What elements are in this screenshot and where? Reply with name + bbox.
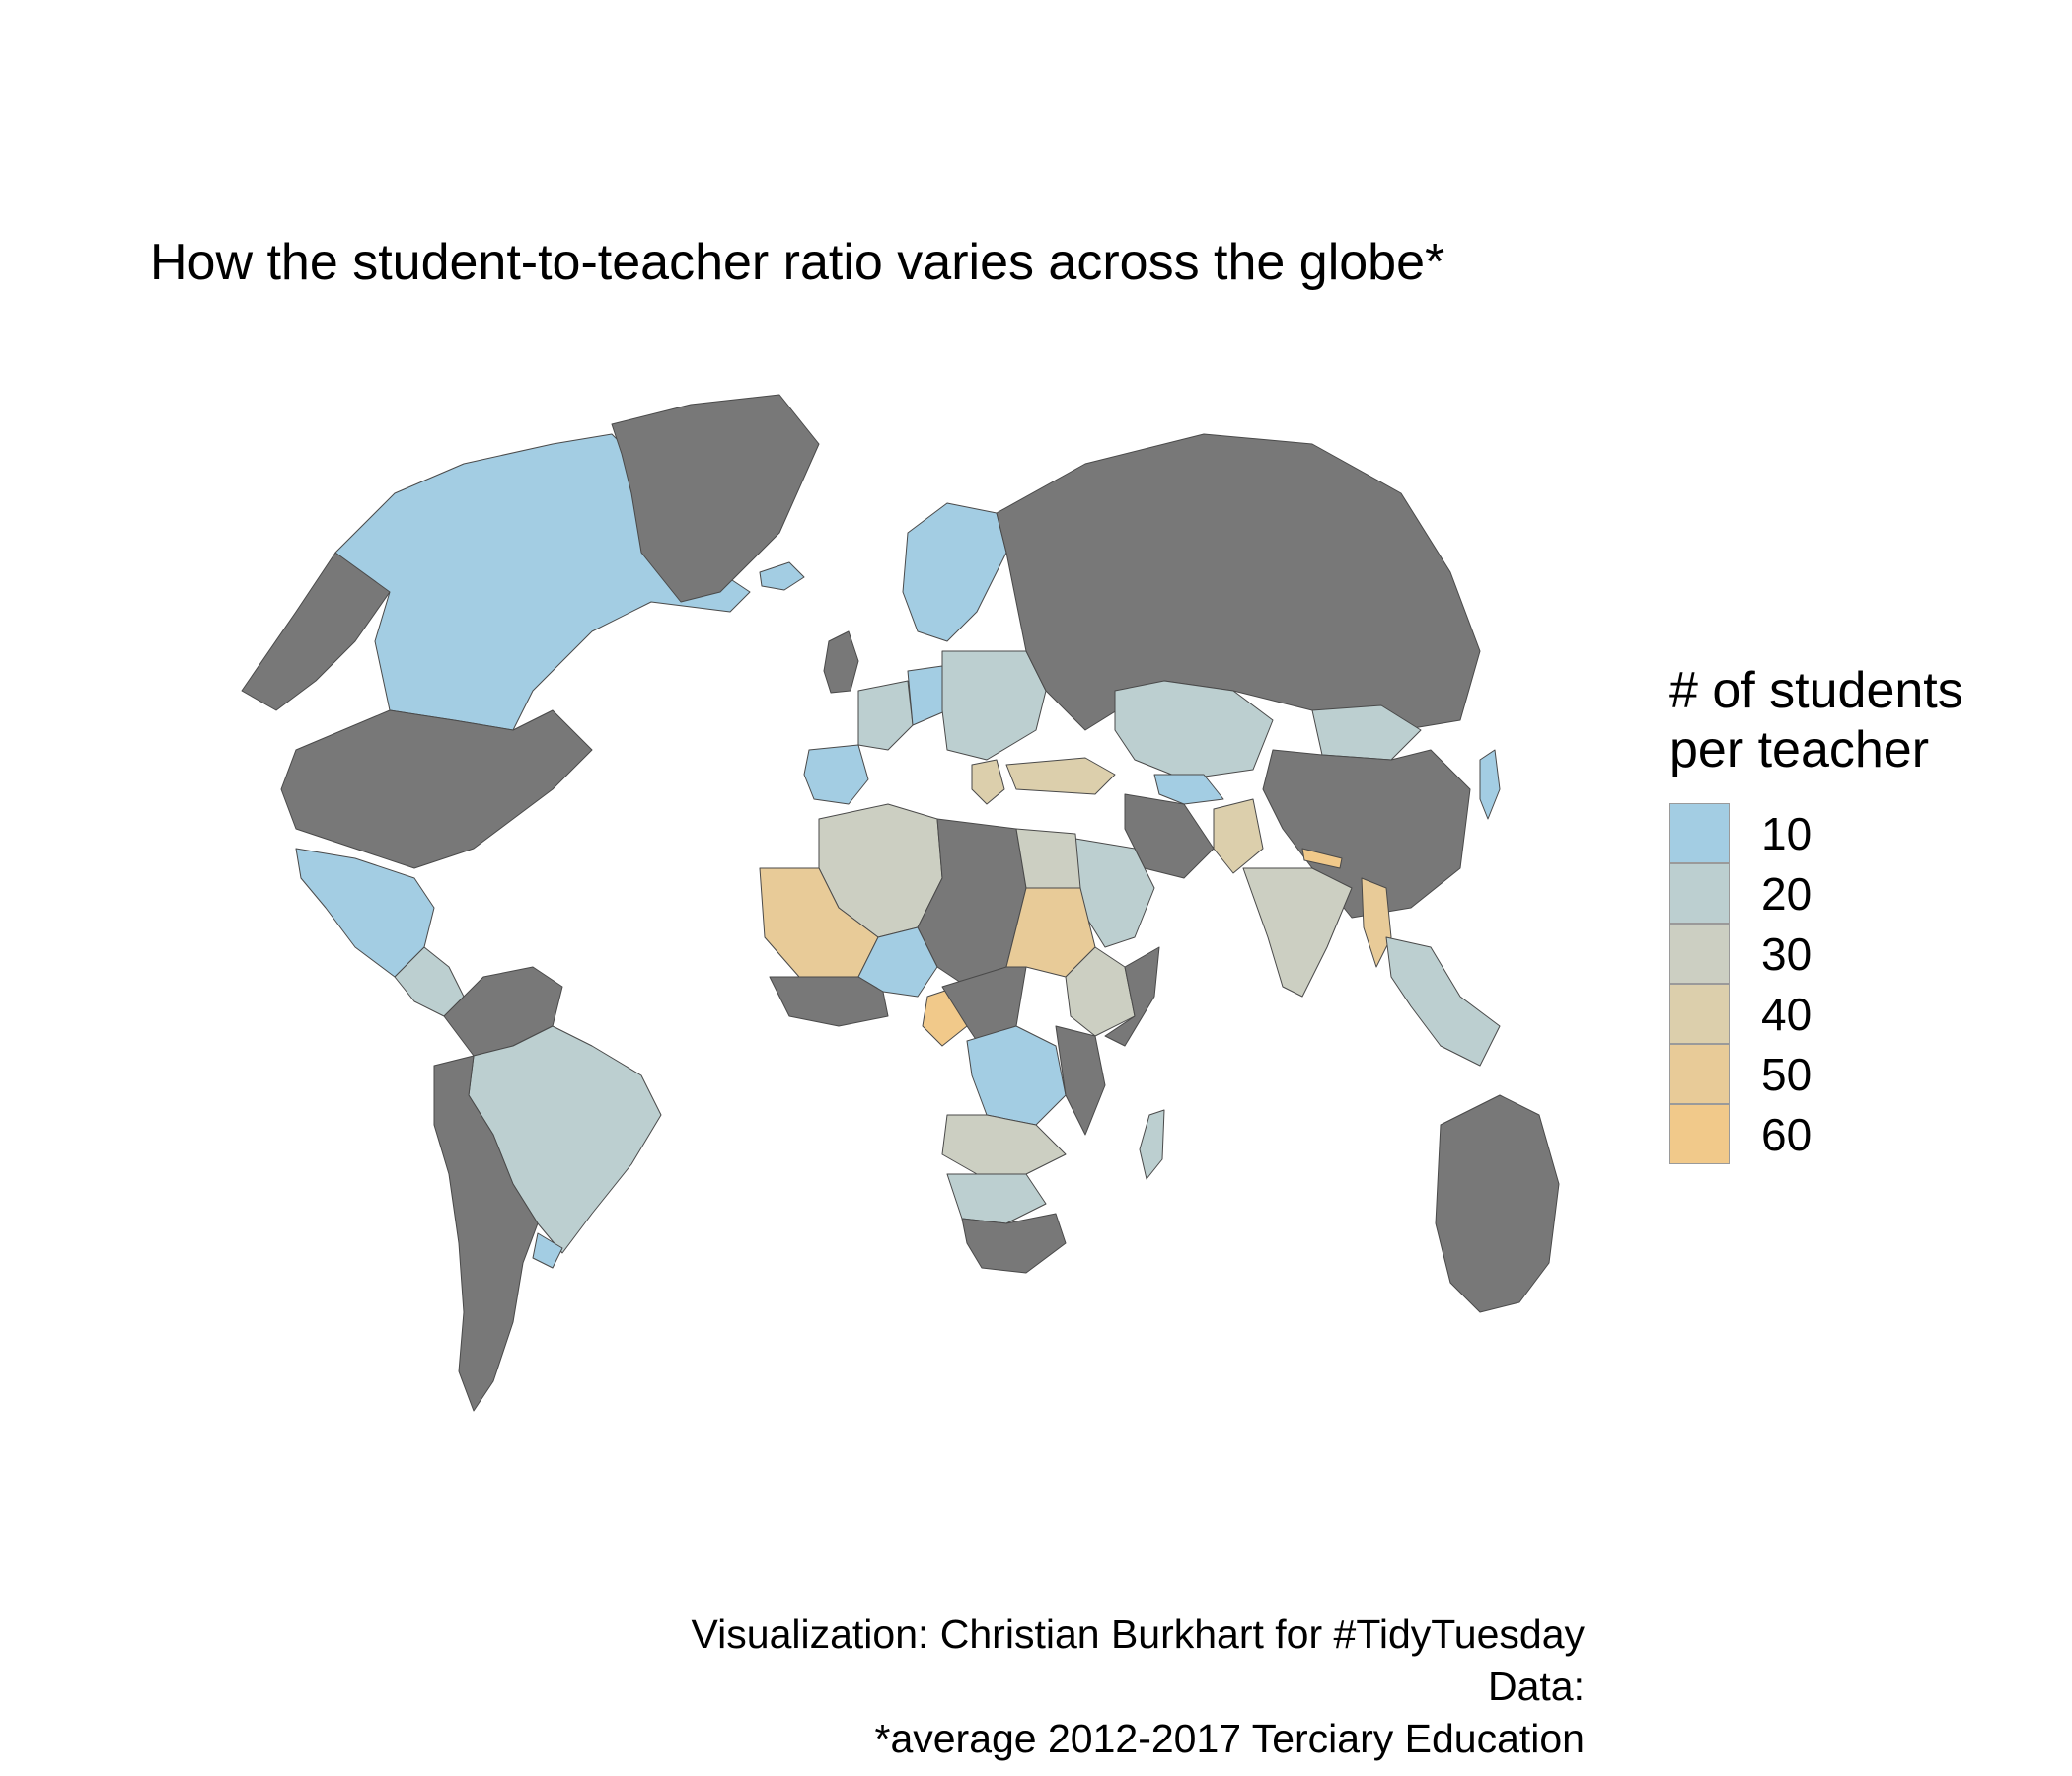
legend-label: 40 [1761, 988, 1813, 1040]
country-nepal [1301, 848, 1343, 869]
caption: Visualization: Christian Burkhart for #T… [692, 1608, 1585, 1765]
country-uk-ireland [823, 630, 859, 694]
country-west-africa [769, 976, 889, 1027]
legend-label: 60 [1761, 1108, 1813, 1160]
legend-item: 40 [1669, 984, 2025, 1044]
country-australia [1435, 1094, 1560, 1313]
country-madagascar [1139, 1109, 1165, 1180]
legend-label: 50 [1761, 1048, 1813, 1100]
country-greece [971, 759, 1005, 805]
country-mongolia [1311, 704, 1422, 761]
country-pakistan [1213, 798, 1264, 874]
country-angola-zambia [941, 1114, 1067, 1175]
legend-swatch [1669, 984, 1730, 1044]
legend-swatch [1669, 1044, 1730, 1104]
country-eastern-europe [941, 650, 1047, 761]
country-namibia-botswana [946, 1173, 1047, 1224]
legend: # of students per teacher 10 20 30 40 50… [1669, 661, 2025, 1164]
legend-label: 10 [1761, 807, 1813, 859]
legend-label: 20 [1761, 867, 1813, 920]
country-turkmenistan [1153, 774, 1224, 805]
legend-item: 60 [1669, 1104, 2025, 1164]
country-somalia [1104, 946, 1160, 1047]
country-turkey [1005, 757, 1116, 795]
legend-swatch [1669, 863, 1730, 924]
caption-data-source: Data: [1488, 1664, 1585, 1709]
legend-label: 30 [1761, 927, 1813, 980]
legend-title-line2: per teacher [1669, 721, 1930, 778]
country-iran [1124, 793, 1215, 879]
country-peru-bolivia-chile-argentina [433, 1055, 539, 1412]
country-uruguay [532, 1232, 563, 1269]
legend-item: 20 [1669, 863, 2025, 924]
country-india [1242, 867, 1353, 998]
legend-title: # of students per teacher [1669, 661, 2025, 779]
legend-swatch [1669, 803, 1730, 863]
country-greenland [611, 394, 820, 603]
legend-swatch [1669, 924, 1730, 984]
country-china [1262, 749, 1471, 919]
country-western-europe [857, 680, 914, 751]
country-south-africa [961, 1213, 1067, 1274]
country-japan [1479, 749, 1501, 820]
caption-credit: Visualization: Christian Burkhart for #T… [691, 1611, 1585, 1657]
legend-item: 50 [1669, 1044, 2025, 1104]
legend-items: 10 20 30 40 50 60 [1669, 803, 2025, 1164]
caption-footnote: *average 2012-2017 Terciary Education [874, 1716, 1585, 1761]
chart-title: How the student-to-teacher ratio varies … [150, 234, 1445, 291]
legend-title-line1: # of students [1669, 662, 1963, 719]
country-russia [996, 433, 1481, 731]
country-dr-congo [966, 1025, 1067, 1126]
country-germany [907, 665, 948, 726]
country-myanmar [1361, 877, 1392, 968]
legend-swatch [1669, 1104, 1730, 1164]
country-egypt [1015, 828, 1081, 889]
country-iberia [803, 744, 869, 805]
country-iceland [759, 561, 805, 591]
legend-item: 30 [1669, 924, 2025, 984]
country-usa [280, 709, 593, 869]
country-southeast-asia [1385, 936, 1501, 1067]
country-scandinavia [902, 502, 1007, 642]
legend-item: 10 [1669, 803, 2025, 863]
country-kazakhstan [1114, 680, 1274, 780]
country-east-africa [1055, 1025, 1106, 1136]
